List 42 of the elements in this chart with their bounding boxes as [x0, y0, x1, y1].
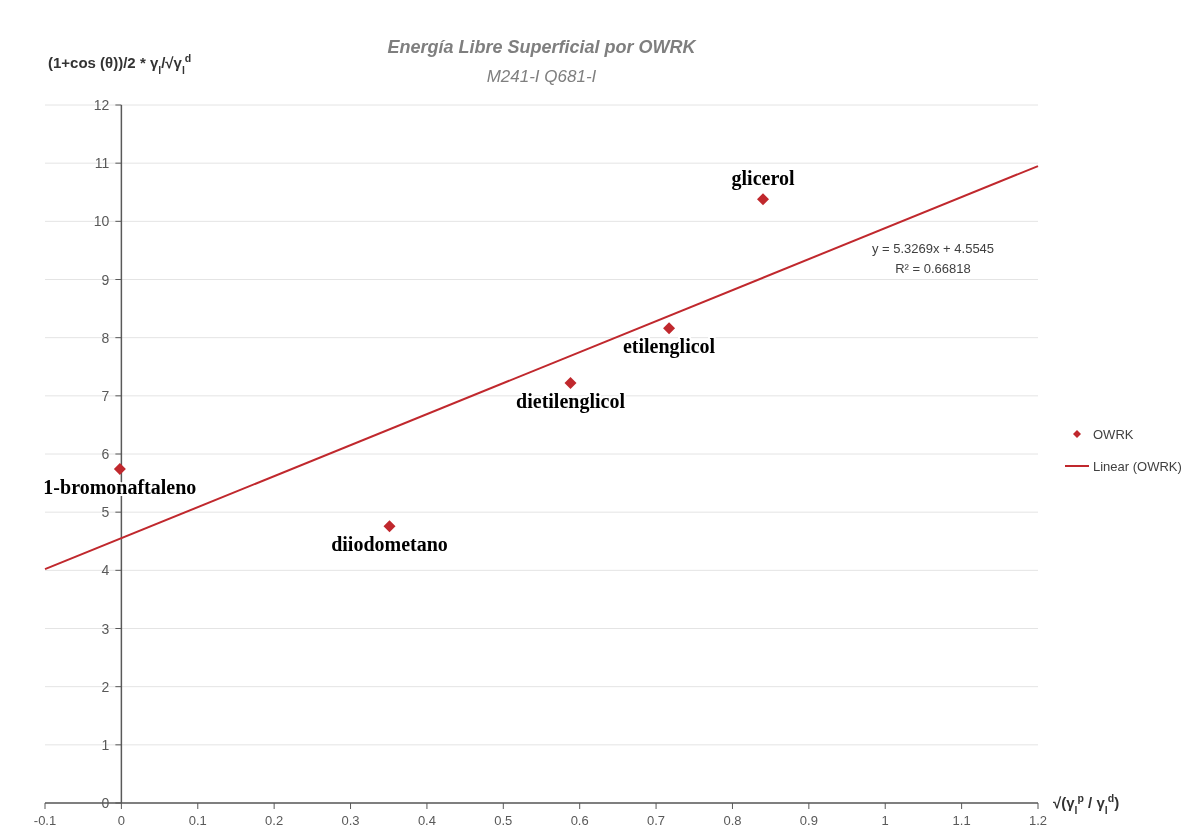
x-tick-label: 1: [881, 813, 889, 828]
annotation: diiodometano: [331, 533, 448, 556]
x-tick-label: 0.3: [341, 813, 360, 828]
x-tick-label: 0.6: [570, 813, 589, 828]
point: [113, 463, 126, 476]
y-tick-label: 10: [93, 213, 110, 230]
annotation: dietilenglicol: [516, 390, 626, 414]
x-tick-label: 0: [117, 813, 125, 828]
x-tick-label: 0.5: [494, 813, 513, 828]
x-tick-label: -0.1: [33, 813, 57, 828]
x-tick-label: 0.7: [647, 813, 666, 828]
chart-title: Energía Libre Superficial por OWRK: [387, 37, 698, 57]
annotation: etilenglicol: [622, 335, 716, 359]
y-tick-label: 1: [101, 736, 110, 753]
y-tick-label: 7: [101, 387, 110, 404]
y-tick-label: 3: [101, 620, 110, 637]
y-tick-label: 11: [94, 155, 110, 172]
chart-subtitle: M241-I Q681-I: [486, 67, 597, 86]
annotation: y = 5.3269x + 4.5545: [871, 241, 995, 256]
annotation: glicerol: [731, 167, 795, 191]
y-tick-label: 6: [101, 446, 110, 462]
x-tick-label: 0.9: [799, 813, 818, 828]
annotation: R² = 0.66818: [895, 261, 971, 276]
y-tick-label: 2: [101, 678, 110, 695]
y-tick-label: 12: [93, 97, 110, 113]
x-tick-label: 1.2: [1028, 813, 1048, 828]
point: [757, 193, 770, 206]
point: [663, 322, 676, 335]
x-tick-label: 0.8: [723, 813, 742, 828]
legend-label: Linear (OWRK): [1093, 459, 1182, 474]
point: [383, 520, 396, 533]
x-tick-label: 1.1: [952, 813, 971, 828]
x-axis-title: √(γ$_{l}$$^{p}$ / γ$_{l}$$^{d}$): [1053, 792, 1120, 816]
x-tick-label: 0.1: [188, 813, 207, 828]
legend-label: OWRK: [1093, 427, 1134, 442]
x-tick-label: 0.2: [265, 813, 284, 828]
y-tick-label: 9: [101, 271, 110, 288]
y-tick-label: 4: [101, 562, 110, 579]
x-tick-label: 0.4: [417, 813, 436, 828]
point: [564, 377, 577, 390]
y-tick-label: 5: [101, 504, 110, 521]
y-tick-label: 8: [101, 329, 110, 346]
